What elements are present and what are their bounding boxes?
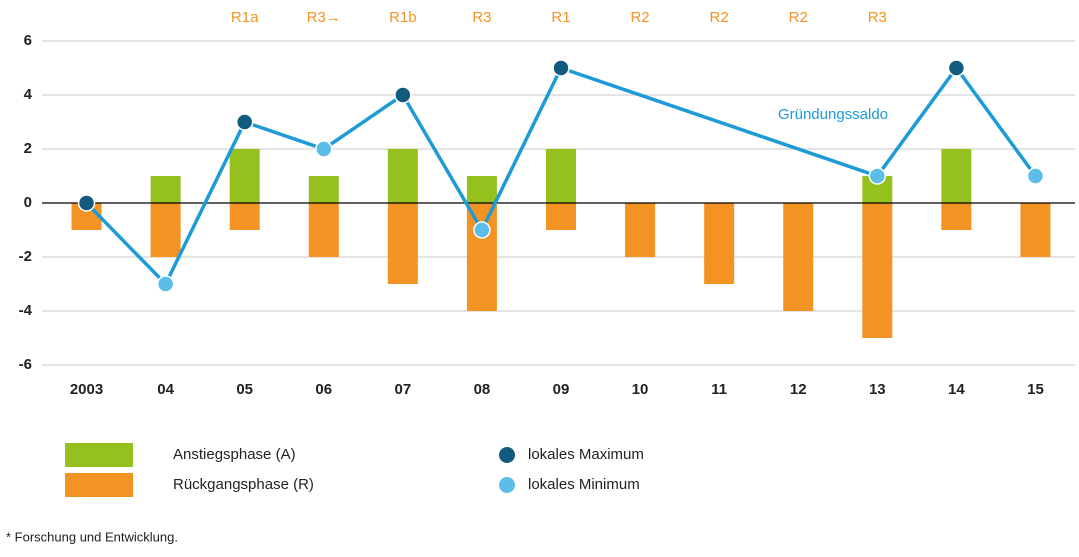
bar (1020, 203, 1051, 257)
point (868, 167, 887, 185)
x-tick-label: 11 (711, 381, 727, 398)
bar (546, 203, 576, 230)
phase-label: R1a (231, 9, 259, 26)
bar (783, 203, 814, 311)
x-tick-label: 05 (236, 381, 253, 398)
bar (150, 176, 181, 203)
x-tick-label: 08 (474, 381, 491, 398)
bar (308, 176, 339, 203)
phase-label: R1b (389, 9, 417, 26)
x-tick-label: 15 (1027, 381, 1044, 398)
legend-label: Rückgangsphase (R) (173, 476, 314, 493)
phase-label: R3→ (307, 9, 341, 26)
phase-label: R2 (789, 9, 808, 26)
x-tick-label: 14 (948, 381, 965, 398)
phase-label: R1 (551, 9, 570, 26)
bar (466, 203, 497, 311)
y-tick-label: -6 (19, 356, 32, 373)
legend-label: lokales Maximum (528, 446, 644, 463)
bar (150, 203, 181, 257)
bar (229, 149, 260, 203)
x-tick-label: 12 (790, 381, 807, 398)
x-tick-label: 06 (315, 381, 332, 398)
x-tick-label: 04 (157, 381, 174, 398)
line (85, 65, 1037, 287)
phase-label: R2 (710, 9, 729, 26)
phase-label: R3 (472, 9, 491, 26)
x-tick-label: 09 (553, 381, 570, 398)
y-tick-label: -4 (19, 302, 33, 319)
bar (308, 203, 339, 257)
point (156, 275, 175, 293)
footnote: * Forschung und Entwicklung. (6, 529, 178, 544)
y-tick-label: -2 (19, 248, 32, 265)
line-label: Gründungssaldo (778, 106, 888, 123)
legend-marker (499, 447, 515, 463)
legend-label: lokales Minimum (528, 476, 640, 493)
x-tick-label: 10 (632, 381, 649, 398)
bar (546, 149, 576, 203)
bar (229, 203, 260, 230)
y-tick-label: 2 (24, 140, 32, 157)
x-tick-label: 13 (869, 381, 886, 398)
bar (625, 203, 656, 257)
bar (387, 149, 418, 203)
bar (941, 203, 972, 230)
legend-swatch (65, 443, 133, 467)
point (473, 221, 491, 239)
legend-marker (499, 477, 515, 493)
point (394, 86, 412, 104)
bar (387, 203, 418, 284)
point (947, 59, 966, 77)
x-tick-label: 07 (395, 381, 412, 398)
y-tick-label: 0 (24, 194, 32, 211)
y-tick-label: 4 (24, 86, 33, 103)
legend-swatch (65, 473, 133, 497)
bar (704, 203, 735, 284)
legend-label: Anstiegsphase (A) (173, 446, 296, 463)
phase-label: R2 (630, 9, 649, 26)
point (77, 194, 96, 212)
bar (862, 203, 893, 338)
x-tick-label: 2003 (70, 381, 103, 398)
point (552, 59, 570, 77)
point (235, 113, 254, 131)
point (315, 140, 333, 158)
bar (941, 149, 972, 203)
bar (466, 176, 497, 203)
point (1026, 167, 1045, 185)
phase-label: R3 (868, 9, 887, 26)
y-tick-label: 6 (24, 32, 32, 49)
